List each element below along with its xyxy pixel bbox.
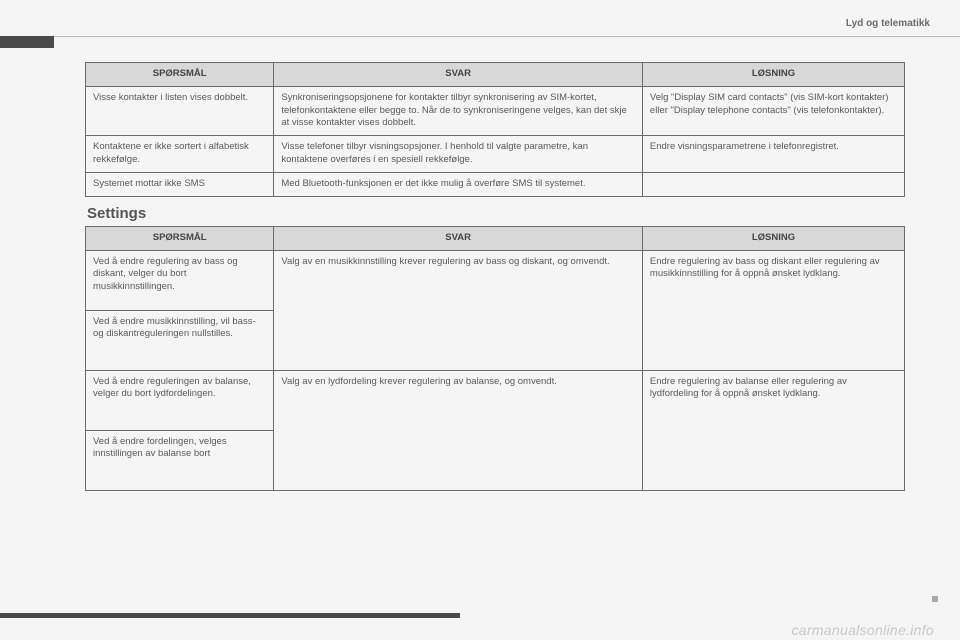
watermark-text: carmanualsonline.info xyxy=(792,622,935,638)
page-header: Lyd og telematikk xyxy=(846,18,930,29)
cell-solution: Endre visningsparametrene i telefonregis… xyxy=(642,136,904,173)
cell-solution xyxy=(642,172,904,196)
cell-question: Ved å endre reguleringen av balanse, vel… xyxy=(86,370,274,430)
table-header-row: SPØRSMÅL SVAR LØSNING xyxy=(86,226,905,250)
col-header-solution: LØSNING xyxy=(642,63,904,87)
table-row: Ved å endre regulering av bass og diskan… xyxy=(86,250,905,310)
settings-heading: Settings xyxy=(87,205,905,222)
table-row: Systemet mottar ikke SMS Med Bluetooth-f… xyxy=(86,172,905,196)
cell-question: Ved å endre fordelingen, velges innstill… xyxy=(86,430,274,490)
table-header-row: SPØRSMÅL SVAR LØSNING xyxy=(86,63,905,87)
col-header-question: SPØRSMÅL xyxy=(86,226,274,250)
cell-answer: Valg av en lydfordeling krever regulerin… xyxy=(274,370,643,490)
cell-question: Ved å endre musikkinnstilling, vil bass-… xyxy=(86,310,274,370)
cell-question: Systemet mottar ikke SMS xyxy=(86,172,274,196)
cell-answer: Visse telefoner tilbyr visningsopsjoner.… xyxy=(274,136,643,173)
table-row: Ved å endre reguleringen av balanse, vel… xyxy=(86,370,905,430)
cell-question: Ved å endre regulering av bass og diskan… xyxy=(86,250,274,310)
cell-answer: Valg av en musikkinnstilling krever regu… xyxy=(274,250,643,370)
footer-bar xyxy=(0,613,460,618)
faq-table-2: SPØRSMÅL SVAR LØSNING Ved å endre regule… xyxy=(85,226,905,491)
table-row: Visse kontakter i listen vises dobbelt. … xyxy=(86,86,905,135)
cell-answer: Synkroniseringsopsjonene for kontakter t… xyxy=(274,86,643,135)
cell-solution: Endre regulering av bass og diskant elle… xyxy=(642,250,904,370)
faq-table-1: SPØRSMÅL SVAR LØSNING Visse kontakter i … xyxy=(85,62,905,197)
table-row: Kontaktene er ikke sortert i alfabetisk … xyxy=(86,136,905,173)
page-marker-icon xyxy=(932,596,938,602)
cell-solution: Velg "Display SIM card contacts" (vis SI… xyxy=(642,86,904,135)
col-header-answer: SVAR xyxy=(274,63,643,87)
cell-answer: Med Bluetooth-funksjonen er det ikke mul… xyxy=(274,172,643,196)
cell-question: Kontaktene er ikke sortert i alfabetisk … xyxy=(86,136,274,173)
col-header-question: SPØRSMÅL xyxy=(86,63,274,87)
col-header-solution: LØSNING xyxy=(642,226,904,250)
col-header-answer: SVAR xyxy=(274,226,643,250)
cell-solution: Endre regulering av balanse eller regule… xyxy=(642,370,904,490)
cell-question: Visse kontakter i listen vises dobbelt. xyxy=(86,86,274,135)
